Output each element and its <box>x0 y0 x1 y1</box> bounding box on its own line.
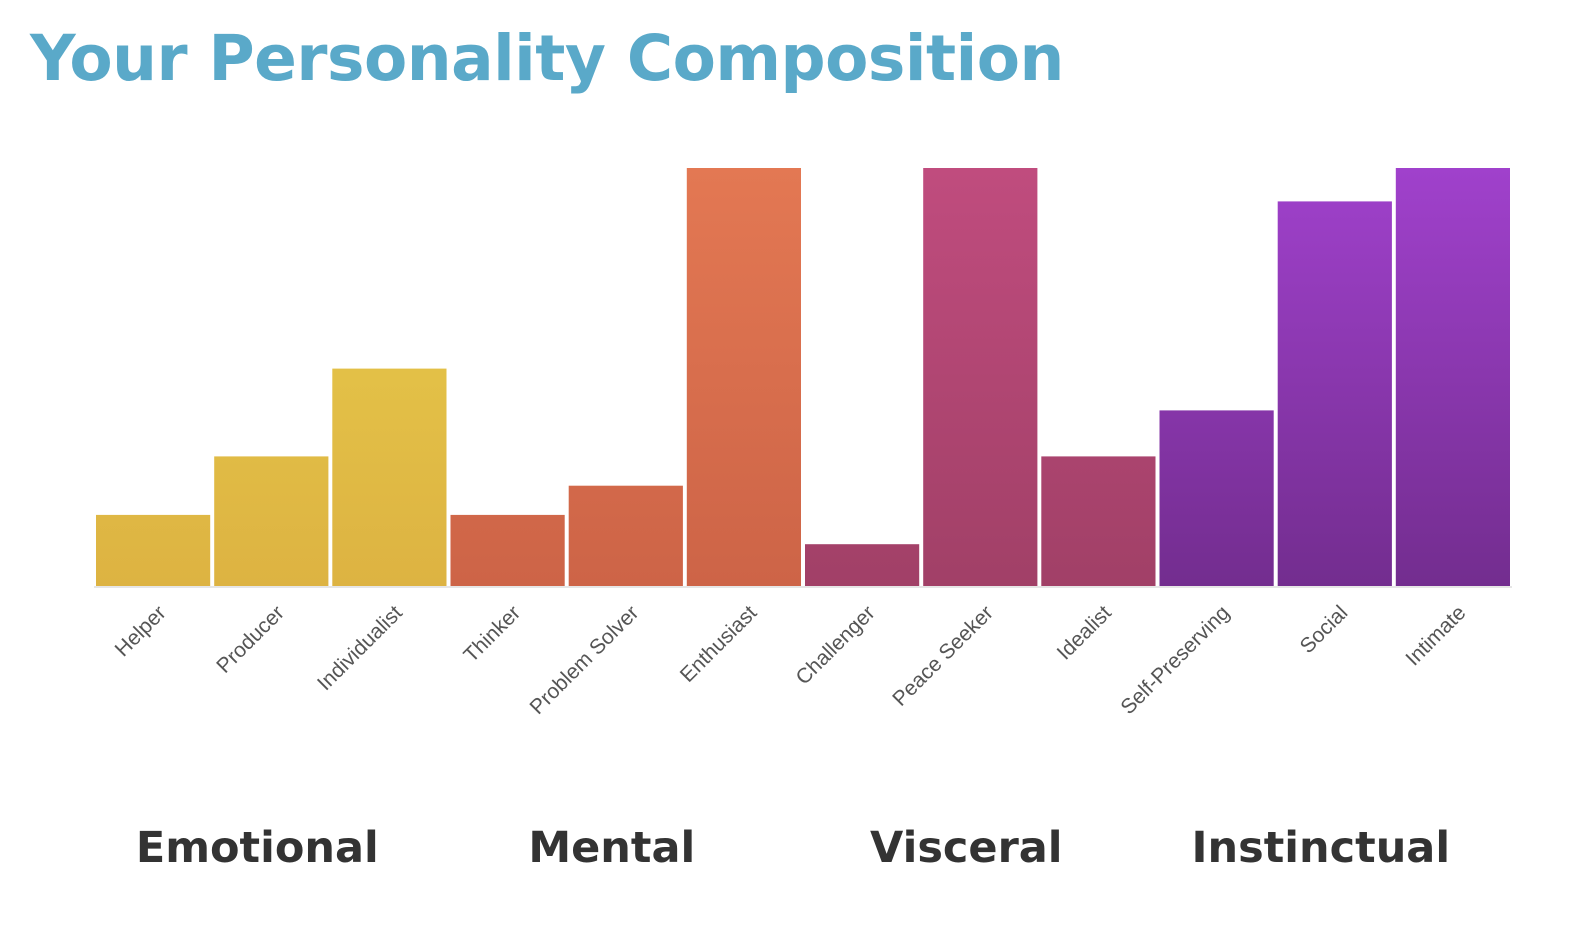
tick-label-peace-seeker: Peace Seeker <box>888 601 998 711</box>
page-title: Your Personality Composition <box>30 22 1064 95</box>
tick-label-idealist: Idealist <box>1053 601 1116 664</box>
tick-label-intimate: Intimate <box>1401 601 1470 670</box>
bar-social <box>1277 201 1392 586</box>
bar-producer <box>214 456 329 586</box>
tick-label-problem-solver: Problem Solver <box>526 601 644 719</box>
bar-enthusiast <box>686 168 801 586</box>
tick-label-social: Social <box>1296 601 1353 658</box>
bars-layer <box>96 168 1510 586</box>
bar-intimate <box>1395 168 1510 586</box>
group-label-visceral: Visceral <box>870 823 1063 873</box>
bar-challenger <box>805 544 920 586</box>
bar-self-preserving <box>1159 410 1274 586</box>
tick-labels-layer: Helper Producer Individualist Thinker Proble… <box>111 601 1471 719</box>
tick-label-individualist: Individualist <box>313 601 407 695</box>
group-label-mental: Mental <box>528 823 696 873</box>
bar-peace-seeker <box>923 168 1038 586</box>
tick-label-thinker: Thinker <box>459 601 525 667</box>
tick-label-self-preserving: Self-Preserving <box>1116 601 1234 719</box>
bar-helper <box>96 514 211 586</box>
tick-label-challenger: Challenger <box>792 601 880 689</box>
bar-idealist <box>1041 456 1156 586</box>
bar-individualist <box>332 368 447 586</box>
bar-problem-solver <box>568 485 683 586</box>
group-label-emotional: Emotional <box>135 823 379 873</box>
tick-label-helper: Helper <box>111 601 171 661</box>
bar-thinker <box>450 514 565 586</box>
group-label-instinctual: Instinctual <box>1191 823 1451 873</box>
tick-label-enthusiast: Enthusiast <box>676 601 762 687</box>
tick-label-producer: Producer <box>212 601 289 678</box>
